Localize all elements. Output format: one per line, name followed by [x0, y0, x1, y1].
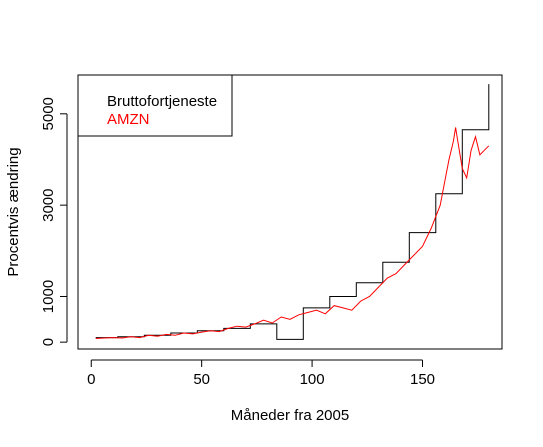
x-tick-label-150: 150 [410, 371, 435, 388]
y-axis-label: Procentvis ændring [5, 147, 22, 276]
x-axis: 0 50 100 150 [87, 359, 435, 388]
plot-frame [77, 74, 503, 350]
y-axis: 0 1000 3000 5000 [40, 97, 68, 346]
x-tick-label-50: 50 [193, 371, 210, 388]
legend: Bruttofortjeneste AMZN [77, 74, 233, 137]
y-tick-label-5000: 5000 [40, 97, 57, 130]
series-line-amzn [95, 127, 490, 339]
legend-box [77, 74, 233, 137]
y-tick-label-0: 0 [40, 338, 57, 346]
x-tick-label-100: 100 [300, 371, 325, 388]
y-tick-label-3000: 3000 [40, 189, 57, 222]
legend-entry-bruttofortjeneste: Bruttofortjeneste [107, 93, 217, 110]
x-tick-label-0: 0 [87, 371, 95, 388]
legend-entry-amzn: AMZN [107, 111, 150, 128]
x-axis-label: Måneder fra 2005 [231, 407, 349, 424]
series-layer [95, 84, 490, 340]
y-tick-label-1000: 1000 [40, 280, 57, 313]
